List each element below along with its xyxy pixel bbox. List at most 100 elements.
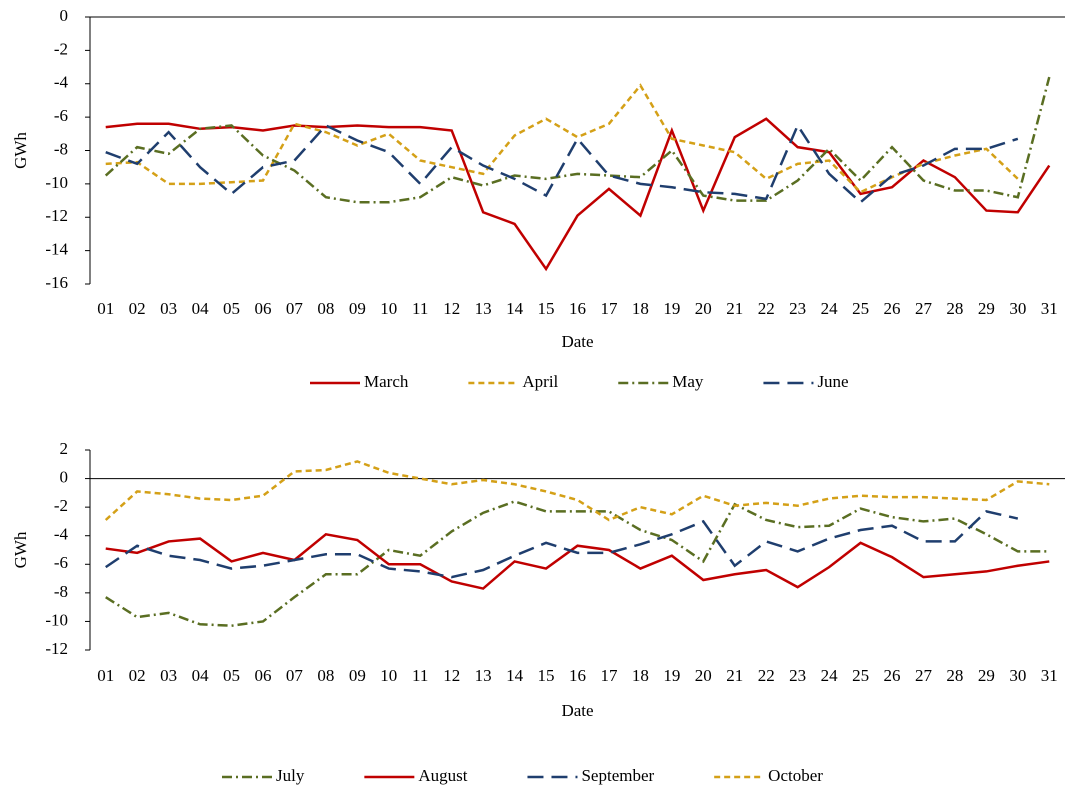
x-tick-label: 26 [884, 666, 901, 685]
x-tick-label: 10 [380, 299, 397, 318]
x-tick-label: 19 [663, 666, 680, 685]
x-tick-label: 16 [569, 666, 586, 685]
y-tick-label: -8 [54, 582, 68, 601]
x-axis-title: Date [561, 332, 593, 351]
x-tick-label: 12 [443, 299, 460, 318]
x-tick-label: 03 [160, 299, 177, 318]
data-line [105, 117, 1051, 272]
y-tick-label: -4 [54, 525, 69, 544]
x-tick-label: 22 [758, 299, 775, 318]
x-tick-label: 31 [1041, 299, 1058, 318]
x-tick-label: 05 [223, 299, 240, 318]
x-tick-label: 02 [129, 666, 146, 685]
legend-label: June [817, 372, 848, 391]
x-tick-label: 11 [412, 666, 428, 685]
x-tick-label: 20 [695, 666, 712, 685]
y-axis-title: GWh [11, 531, 30, 568]
x-tick-label: 15 [538, 666, 555, 685]
data-line [105, 83, 1019, 194]
data-line [105, 510, 1019, 579]
x-tick-label: 30 [1009, 299, 1026, 318]
x-tick-label: 17 [600, 666, 618, 685]
y-tick-label: -10 [45, 173, 68, 192]
x-tick-label: 15 [538, 299, 555, 318]
x-tick-label: 18 [632, 666, 649, 685]
x-tick-label: 13 [475, 666, 492, 685]
x-tick-label: 25 [852, 666, 869, 685]
x-tick-label: 12 [443, 666, 460, 685]
legend-label: April [522, 372, 558, 391]
x-tick-label: 09 [349, 299, 366, 318]
data-line [105, 122, 1019, 204]
x-tick-label: 10 [380, 666, 397, 685]
y-tick-label: -16 [45, 273, 68, 292]
legend-label: March [364, 372, 409, 391]
x-tick-label: 08 [317, 299, 334, 318]
x-tick-label: 30 [1009, 666, 1026, 685]
data-line [105, 532, 1050, 590]
legend-label: July [276, 766, 305, 785]
x-tick-label: 04 [192, 299, 210, 318]
x-tick-label: 14 [506, 666, 524, 685]
x-tick-label: 16 [569, 299, 586, 318]
x-tick-label: 29 [978, 299, 995, 318]
x-tick-label: 06 [254, 666, 271, 685]
x-tick-label: 27 [915, 666, 933, 685]
legend-label: September [581, 766, 654, 785]
x-axis-title: Date [561, 701, 593, 720]
x-tick-label: 13 [475, 299, 492, 318]
legend-label: May [672, 372, 704, 391]
y-tick-label: -12 [45, 206, 68, 225]
y-tick-label: -14 [45, 240, 68, 259]
x-tick-label: 21 [726, 666, 743, 685]
x-tick-label: 24 [821, 666, 839, 685]
y-tick-label: -2 [54, 496, 68, 515]
y-tick-label: -6 [54, 553, 68, 572]
x-tick-label: 27 [915, 299, 933, 318]
x-tick-label: 23 [789, 299, 806, 318]
x-tick-label: 01 [97, 299, 114, 318]
x-tick-label: 01 [97, 666, 114, 685]
x-tick-label: 24 [821, 299, 839, 318]
x-tick-label: 17 [600, 299, 618, 318]
x-tick-label: 07 [286, 299, 304, 318]
x-tick-label: 09 [349, 666, 366, 685]
x-tick-label: 28 [946, 666, 963, 685]
x-tick-label: 03 [160, 666, 177, 685]
y-tick-label: -4 [54, 73, 69, 92]
x-tick-label: 21 [726, 299, 743, 318]
y-axis-title: GWh [11, 132, 30, 169]
data-line [104, 460, 1050, 522]
y-tick-label: -8 [54, 139, 68, 158]
x-tick-label: 05 [223, 666, 240, 685]
y-tick-label: 0 [60, 6, 69, 25]
y-tick-label: 0 [60, 467, 69, 486]
y-tick-label: -10 [45, 610, 68, 629]
x-tick-label: 04 [192, 666, 210, 685]
x-tick-label: 23 [789, 666, 806, 685]
x-tick-label: 06 [254, 299, 271, 318]
x-tick-label: 29 [978, 666, 995, 685]
x-tick-label: 07 [286, 666, 304, 685]
legend-label: October [768, 766, 823, 785]
x-tick-label: 25 [852, 299, 869, 318]
x-tick-label: 20 [695, 299, 712, 318]
x-tick-label: 02 [129, 299, 146, 318]
x-tick-label: 28 [946, 299, 963, 318]
data-line [104, 76, 1051, 204]
x-tick-label: 22 [758, 666, 775, 685]
legend-label: August [418, 766, 467, 785]
y-tick-label: -12 [45, 639, 68, 658]
x-tick-label: 26 [884, 299, 901, 318]
x-tick-label: 14 [506, 299, 524, 318]
x-tick-label: 11 [412, 299, 428, 318]
x-tick-label: 18 [632, 299, 649, 318]
data-line [105, 500, 1050, 627]
x-tick-label: 08 [317, 666, 334, 685]
x-tick-label: 31 [1041, 666, 1058, 685]
y-tick-label: 2 [60, 439, 69, 458]
y-tick-label: -6 [54, 106, 68, 125]
y-tick-label: -2 [54, 39, 68, 58]
x-tick-label: 19 [663, 299, 680, 318]
